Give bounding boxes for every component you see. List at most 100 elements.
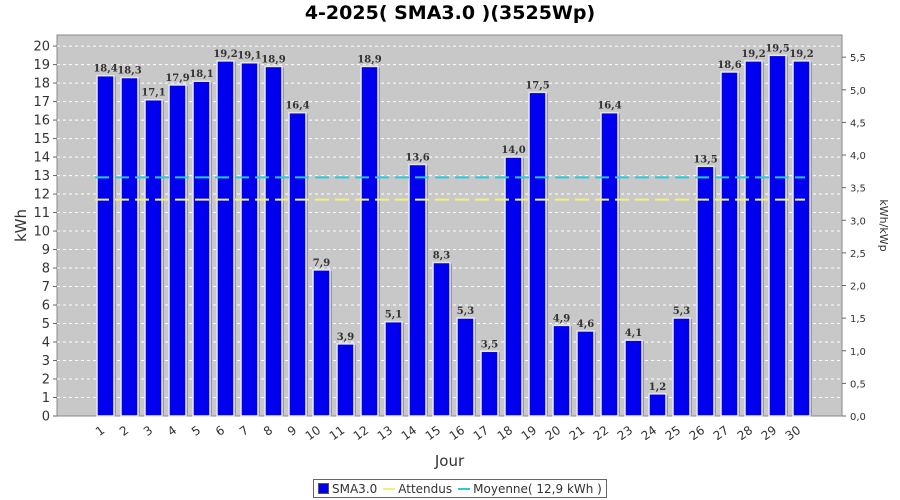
bar-value-label: 18,1 <box>189 69 213 80</box>
x-tick-label: 25 <box>663 423 684 443</box>
bar <box>768 54 787 417</box>
bar-value-label: 17,9 <box>165 73 189 84</box>
y2-tick-label: 2,5 <box>850 249 866 260</box>
x-tick-label: 12 <box>351 423 372 443</box>
x-tick-label: 8 <box>261 423 275 439</box>
y-tick-label: 7 <box>42 280 50 295</box>
bar-value-label: 19,2 <box>741 49 765 60</box>
bar-value-label: 19,2 <box>213 49 237 60</box>
x-tick-label: 6 <box>213 423 227 439</box>
y-tick-label: 3 <box>42 354 50 369</box>
y2-tick-label: 2,0 <box>850 282 866 293</box>
x-tick-label: 13 <box>375 423 396 443</box>
bar <box>720 71 739 417</box>
y2-tick-label: 0,5 <box>850 379 866 390</box>
y-tick-label: 4 <box>42 336 50 351</box>
y-tick-label: 5 <box>42 317 50 332</box>
y-tick-label: 16 <box>33 114 50 129</box>
x-tick-label: 10 <box>303 423 324 443</box>
y-tick-label: 6 <box>42 299 50 314</box>
x-tick-label: 9 <box>285 423 299 439</box>
y-tick-label: 1 <box>42 391 50 406</box>
y2-tick-label: 3,5 <box>850 184 866 195</box>
bar-value-label: 19,5 <box>765 43 789 54</box>
y-tick-label: 8 <box>42 262 50 277</box>
bar <box>456 317 475 417</box>
legend-label-moyenne: Moyenne( 12,9 kWh ) <box>473 481 602 496</box>
bar-value-label: 4,9 <box>553 313 570 324</box>
bar <box>168 84 187 417</box>
bar-value-label: 5,3 <box>673 306 690 317</box>
bar <box>264 65 283 417</box>
bar <box>576 330 595 417</box>
bar <box>384 320 403 417</box>
x-tick-label: 26 <box>687 423 708 443</box>
x-tick-label: 29 <box>759 423 780 443</box>
x-tick-label: 14 <box>399 423 420 443</box>
bar <box>312 269 331 417</box>
bar-value-label: 18,9 <box>261 54 285 65</box>
bar-value-label: 19,1 <box>237 51 261 62</box>
x-tick-label: 21 <box>567 423 588 443</box>
x-tick-label: 16 <box>447 423 468 443</box>
y-tick-label: 15 <box>33 132 50 147</box>
bar-value-label: 16,4 <box>285 101 309 112</box>
bar <box>648 393 667 417</box>
y2-tick-label: 0,0 <box>850 412 866 423</box>
bar-value-label: 19,2 <box>789 49 813 60</box>
bar <box>528 91 547 417</box>
legend-label-attendus: Attendus <box>398 481 453 496</box>
bar <box>96 74 115 417</box>
y-tick-label: 0 <box>42 410 50 425</box>
bar-value-label: 18,4 <box>93 64 117 75</box>
legend-swatch-attendus <box>383 487 396 490</box>
legend-swatch-moyenne <box>458 487 471 490</box>
bar <box>672 317 691 417</box>
bar-value-label: 5,3 <box>457 306 474 317</box>
bar-value-label: 4,1 <box>625 328 642 339</box>
x-tick-label: 1 <box>93 423 107 439</box>
legend-swatch-bar <box>318 483 329 494</box>
bar-value-label: 5,1 <box>385 310 402 321</box>
x-tick-label: 30 <box>783 423 804 443</box>
bar-value-label: 17,1 <box>141 88 165 99</box>
x-tick-label: 24 <box>639 423 660 443</box>
bar <box>480 350 499 417</box>
bar <box>744 60 763 417</box>
x-axis-title: Jour <box>434 452 465 470</box>
legend-item-moyenne: Moyenne( 12,9 kWh ) <box>458 482 602 496</box>
y-tick-label: 11 <box>33 206 50 221</box>
bar <box>408 163 427 417</box>
bar <box>624 339 643 417</box>
y-tick-label: 12 <box>33 188 50 203</box>
y2-tick-label: 4,0 <box>850 151 866 162</box>
x-tick-label: 11 <box>327 423 348 443</box>
x-tick-label: 15 <box>423 423 444 443</box>
y-tick-label: 20 <box>33 40 50 55</box>
legend-item-sma: SMA3.0 <box>318 482 377 496</box>
x-tick-label: 2 <box>117 423 131 439</box>
bar <box>240 61 259 417</box>
bar-value-label: 18,6 <box>717 60 741 71</box>
chart-legend: SMA3.0 Attendus Moyenne( 12,9 kWh ) <box>313 479 607 498</box>
bar-value-label: 16,4 <box>597 101 621 112</box>
bar-value-label: 4,6 <box>577 319 594 330</box>
bar <box>144 98 163 417</box>
bar <box>192 80 211 417</box>
bar-value-label: 1,2 <box>649 382 666 393</box>
y-tick-label: 18 <box>33 77 50 92</box>
y2-tick-label: 1,5 <box>850 314 866 325</box>
x-tick-label: 22 <box>591 423 612 443</box>
x-tick-label: 18 <box>495 423 516 443</box>
bar <box>792 60 811 417</box>
x-tick-label: 27 <box>711 423 732 443</box>
bar-value-label: 18,9 <box>357 54 381 65</box>
y2-tick-label: 5,0 <box>850 86 866 97</box>
chart-title: 4-2025( SMA3.0 )(3525Wp) <box>304 2 596 24</box>
bar-value-label: 13,5 <box>693 154 717 165</box>
bar-value-label: 13,6 <box>405 152 429 163</box>
bar <box>336 343 355 417</box>
bar-value-label: 17,5 <box>525 80 549 91</box>
y-axis-title: kWh <box>12 209 30 242</box>
